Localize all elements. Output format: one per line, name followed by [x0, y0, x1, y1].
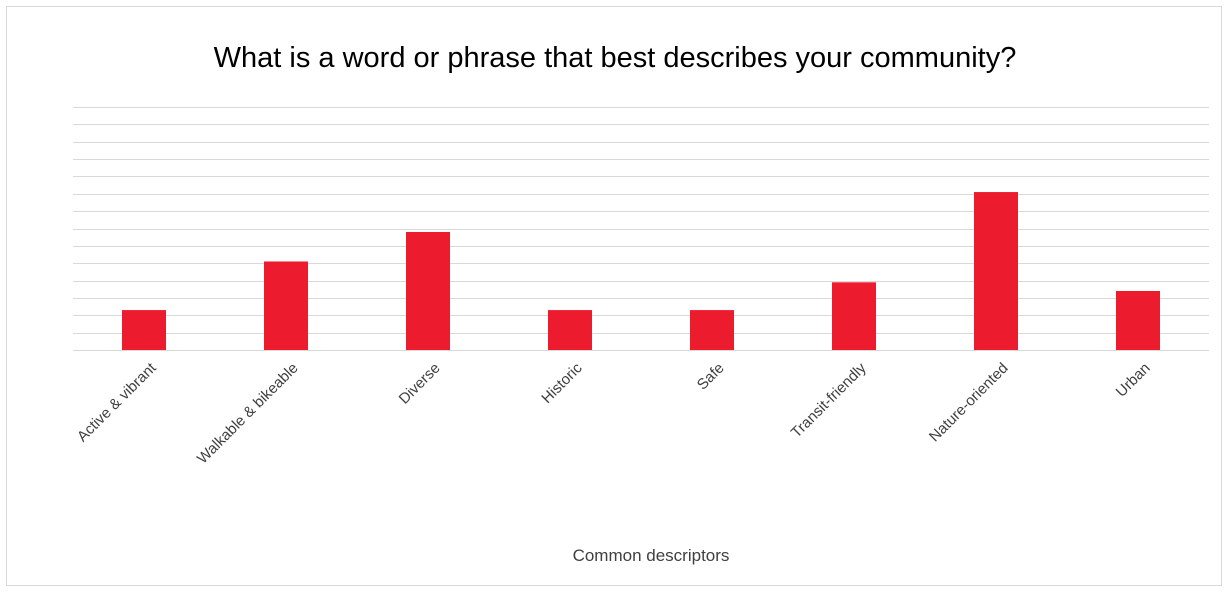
x-axis-title: Common descriptors — [573, 546, 730, 565]
x-tick-label: Safe — [694, 360, 728, 394]
bars — [122, 192, 1160, 350]
bar-7 — [1116, 290, 1160, 350]
x-tick-label: Urban — [1113, 360, 1154, 401]
bar-1 — [264, 261, 308, 350]
x-tick-label: Walkable & bikeable — [194, 360, 302, 468]
gridlines — [73, 107, 1209, 351]
x-tick-label: Diverse — [396, 360, 444, 408]
x-tick-label: Active & vibrant — [74, 359, 160, 445]
bar-0 — [122, 310, 166, 350]
x-tick-label: Transit-friendly — [788, 359, 870, 441]
bar-4 — [690, 310, 734, 350]
x-tick-label: Historic — [538, 359, 586, 407]
bar-2 — [406, 231, 450, 350]
x-tick-label: Nature-oriented — [926, 360, 1012, 446]
chart-title: What is a word or phrase that best descr… — [214, 42, 1017, 74]
x-tick-labels: Active & vibrant Walkable & bikeable Diver… — [74, 359, 1154, 467]
bar-6 — [974, 192, 1018, 350]
chart-frame — [6, 6, 1222, 586]
bar-5 — [832, 282, 876, 350]
bar-3 — [548, 310, 592, 350]
